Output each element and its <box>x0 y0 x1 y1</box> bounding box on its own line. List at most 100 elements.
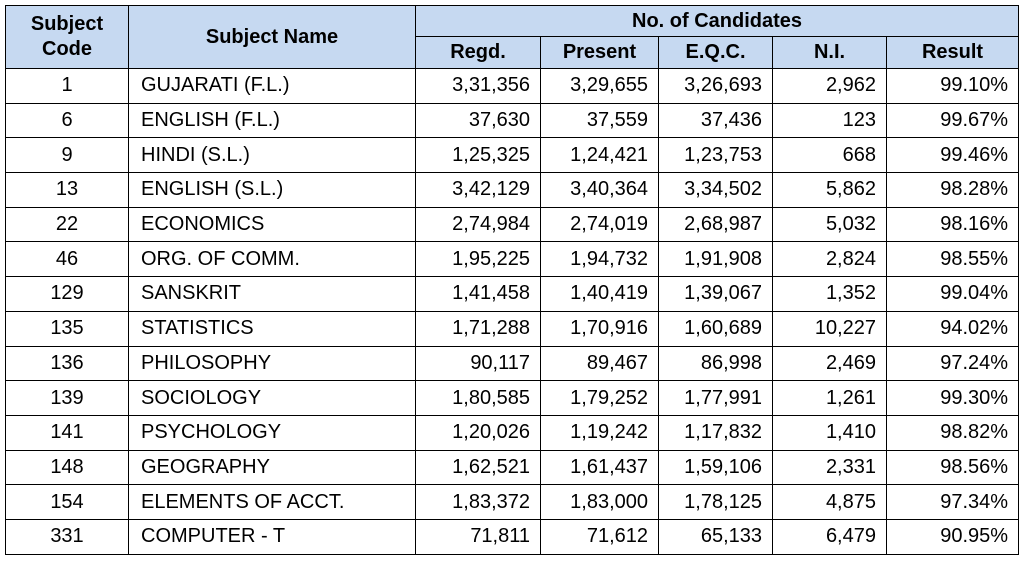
cell-result: 97.34% <box>885 484 1020 520</box>
cell-name: HINDI (S.L.) <box>128 137 416 174</box>
cell-present: 37,559 <box>540 102 659 139</box>
table-row: 6 ENGLISH (F.L.) 37,630 37,559 37,436 123 99.6… <box>5 102 1020 139</box>
table-row: 139 SOCIOLOGY 1,80,585 1,79,252 1,77,991 1,26… <box>5 380 1020 416</box>
cell-code: 9 <box>5 137 129 174</box>
cell-result: 98.82% <box>885 414 1020 451</box>
cell-present: 1,40,419 <box>540 276 659 312</box>
table-row: 135 STATISTICS 1,71,288 1,70,916 1,60,689 10,… <box>5 310 1020 347</box>
cell-ni: 2,331 <box>772 449 887 486</box>
cell-eqc: 1,77,991 <box>658 380 773 416</box>
cell-present: 1,94,732 <box>540 241 659 278</box>
cell-present: 1,24,421 <box>540 137 659 174</box>
table-row: 331 COMPUTER - T 71,811 71,612 65,133 6,479 90… <box>5 518 1020 555</box>
cell-eqc: 1,91,908 <box>658 241 773 278</box>
table-row: 136 PHILOSOPHY 90,117 89,467 86,998 2,469 97.2… <box>5 345 1020 382</box>
cell-result: 99.10% <box>885 68 1020 104</box>
cell-name: PHILOSOPHY <box>128 345 416 382</box>
cell-regd: 2,74,984 <box>415 206 541 243</box>
cell-eqc: 1,59,106 <box>658 449 773 486</box>
header-subject-code-line1: Subject <box>30 13 104 35</box>
cell-regd: 1,41,458 <box>415 276 541 312</box>
cell-code: 46 <box>5 241 129 278</box>
cell-code: 154 <box>5 484 129 520</box>
cell-name: ORG. OF COMM. <box>128 241 416 278</box>
cell-code: 139 <box>5 380 129 416</box>
cell-name: STATISTICS <box>128 310 416 347</box>
cell-code: 129 <box>5 276 129 312</box>
cell-name: SOCIOLOGY <box>128 380 416 416</box>
cell-eqc: 1,78,125 <box>658 484 773 520</box>
table-row: 141 PSYCHOLOGY 1,20,026 1,19,242 1,17,832 1,4… <box>5 414 1020 451</box>
cell-eqc: 86,998 <box>658 345 773 382</box>
cell-name: SANSKRIT <box>128 276 416 312</box>
cell-eqc: 1,17,832 <box>658 414 773 451</box>
table-row: 13 ENGLISH (S.L.) 3,42,129 3,40,364 3,34,502… <box>5 172 1020 208</box>
cell-code: 22 <box>5 206 129 243</box>
table-row: 9 HINDI (S.L.) 1,25,325 1,24,421 1,23,753 668… <box>5 137 1020 174</box>
cell-ni: 123 <box>772 102 887 139</box>
cell-code: 1 <box>5 68 129 104</box>
cell-code: 13 <box>5 172 129 208</box>
cell-eqc: 1,60,689 <box>658 310 773 347</box>
cell-result: 99.67% <box>885 102 1020 139</box>
table-row: 22 ECONOMICS 2,74,984 2,74,019 2,68,987 5,032… <box>5 206 1020 243</box>
table-row: 1 GUJARATI (F.L.) 3,31,356 3,29,655 3,26,693… <box>5 68 1020 104</box>
cell-name: PSYCHOLOGY <box>128 414 416 451</box>
header-subject-code: Subject Code <box>5 5 129 69</box>
cell-eqc: 2,68,987 <box>658 206 773 243</box>
header-eqc: E.Q.C. <box>658 36 773 69</box>
cell-code: 6 <box>5 102 129 139</box>
cell-result: 99.30% <box>885 380 1020 416</box>
cell-ni: 4,875 <box>772 484 887 520</box>
cell-present: 1,19,242 <box>540 414 659 451</box>
cell-present: 3,40,364 <box>540 172 659 208</box>
cell-result: 90.95% <box>885 518 1020 555</box>
cell-name: ENGLISH (S.L.) <box>128 172 416 208</box>
cell-ni: 1,352 <box>772 276 887 312</box>
cell-result: 98.28% <box>885 172 1020 208</box>
cell-regd: 3,42,129 <box>415 172 541 208</box>
cell-regd: 37,630 <box>415 102 541 139</box>
cell-regd: 71,811 <box>415 518 541 555</box>
table-row: 154 ELEMENTS OF ACCT. 1,83,372 1,83,000 1,78… <box>5 484 1020 520</box>
cell-eqc: 3,26,693 <box>658 68 773 104</box>
cell-regd: 1,25,325 <box>415 137 541 174</box>
cell-result: 99.46% <box>885 137 1020 174</box>
cell-ni: 2,824 <box>772 241 887 278</box>
cell-result: 97.24% <box>885 345 1020 382</box>
cell-code: 141 <box>5 414 129 451</box>
table-row: 129 SANSKRIT 1,41,458 1,40,419 1,39,067 1,352… <box>5 276 1020 312</box>
cell-ni: 6,479 <box>772 518 887 555</box>
cell-code: 136 <box>5 345 129 382</box>
cell-name: GEOGRAPHY <box>128 449 416 486</box>
header-present: Present <box>540 36 659 69</box>
cell-eqc: 65,133 <box>658 518 773 555</box>
header-no-of-candidates: No. of Candidates <box>414 5 1020 37</box>
cell-present: 2,74,019 <box>540 206 659 243</box>
cell-ni: 1,261 <box>772 380 887 416</box>
cell-ni: 1,410 <box>772 414 887 451</box>
cell-code: 135 <box>5 310 129 347</box>
cell-result: 98.16% <box>885 206 1020 243</box>
cell-name: ENGLISH (F.L.) <box>128 102 416 139</box>
header-regd: Regd. <box>415 36 541 69</box>
cell-eqc: 37,436 <box>658 102 773 139</box>
cell-ni: 5,032 <box>772 206 887 243</box>
table-row: 46 ORG. OF COMM. 1,95,225 1,94,732 1,91,908 2… <box>5 241 1020 278</box>
cell-regd: 1,20,026 <box>415 414 541 451</box>
cell-present: 89,467 <box>540 345 659 382</box>
header-result: Result <box>885 36 1020 69</box>
cell-regd: 1,71,288 <box>415 310 541 347</box>
cell-ni: 2,962 <box>772 68 887 104</box>
table-row: 148 GEOGRAPHY 1,62,521 1,61,437 1,59,106 2,33… <box>5 449 1020 486</box>
cell-name: COMPUTER - T <box>128 518 416 555</box>
table-body: 1 GUJARATI (F.L.) 3,31,356 3,29,655 3,26,693… <box>5 68 1020 555</box>
cell-regd: 1,62,521 <box>415 449 541 486</box>
cell-result: 98.56% <box>885 449 1020 486</box>
cell-ni: 2,469 <box>772 345 887 382</box>
cell-result: 94.02% <box>885 310 1020 347</box>
cell-ni: 10,227 <box>772 310 887 347</box>
header-subject-name: Subject Name <box>128 5 416 69</box>
cell-ni: 668 <box>772 137 887 174</box>
cell-present: 1,61,437 <box>540 449 659 486</box>
